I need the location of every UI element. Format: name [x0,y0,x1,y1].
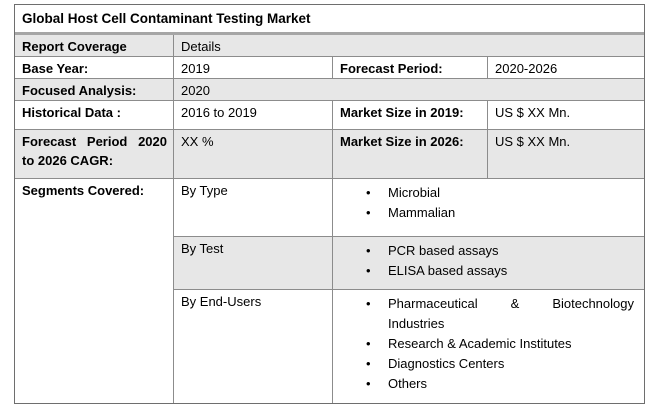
bullet-item: Others [340,374,638,394]
focused-analysis-value: 2020 [174,79,644,101]
cagr-value: XX % [174,130,333,179]
forecast-period-label: Forecast Period: [333,57,488,79]
forecast-period-value: 2020-2026 [488,57,644,79]
market-size-2019-value: US $ XX Mn. [488,101,644,130]
base-year-value: 2019 [174,57,333,79]
cagr-label: Forecast Period 2020 to 2026 CAGR: [15,130,174,179]
market-size-2026-label: Market Size in 2026: [333,130,488,179]
historical-data-label: Historical Data : [15,101,174,130]
segments-covered-label: Segments Covered: [15,179,174,403]
by-end-users-bullet-list: Pharmaceutical & Biotechnology Industrie… [340,294,638,394]
base-year-label: Base Year: [15,57,174,79]
segment-group-by-type: By Type [174,179,333,237]
bullet-item: ELISA based assays [340,261,638,281]
table-title: Global Host Cell Contaminant Testing Mar… [15,5,644,35]
historical-data-value: 2016 to 2019 [174,101,333,130]
bullet-item: PCR based assays [340,241,638,261]
bullet-item: Diagnostics Centers [340,354,638,374]
segment-group-by-end-users: By End-Users [174,290,333,403]
bullet-item: Mammalian [340,203,638,223]
by-type-bullet-list: Microbial Mammalian [340,183,638,223]
bullet-item: Microbial [340,183,638,203]
segment-items-by-test: PCR based assays ELISA based assays [333,237,644,290]
bullet-item: Pharmaceutical & Biotechnology Industrie… [340,294,638,334]
bullet-item: Research & Academic Institutes [340,334,638,354]
segment-items-by-end-users: Pharmaceutical & Biotechnology Industrie… [333,290,644,403]
report-coverage-label: Report Coverage [15,35,174,57]
focused-analysis-label: Focused Analysis: [15,79,174,101]
market-report-scope-table: Global Host Cell Contaminant Testing Mar… [14,4,645,404]
segment-group-by-test: By Test [174,237,333,290]
report-coverage-value: Details [174,35,644,57]
market-size-2026-value: US $ XX Mn. [488,130,644,179]
by-test-bullet-list: PCR based assays ELISA based assays [340,241,638,281]
market-size-2019-label: Market Size in 2019: [333,101,488,130]
segment-items-by-type: Microbial Mammalian [333,179,644,237]
